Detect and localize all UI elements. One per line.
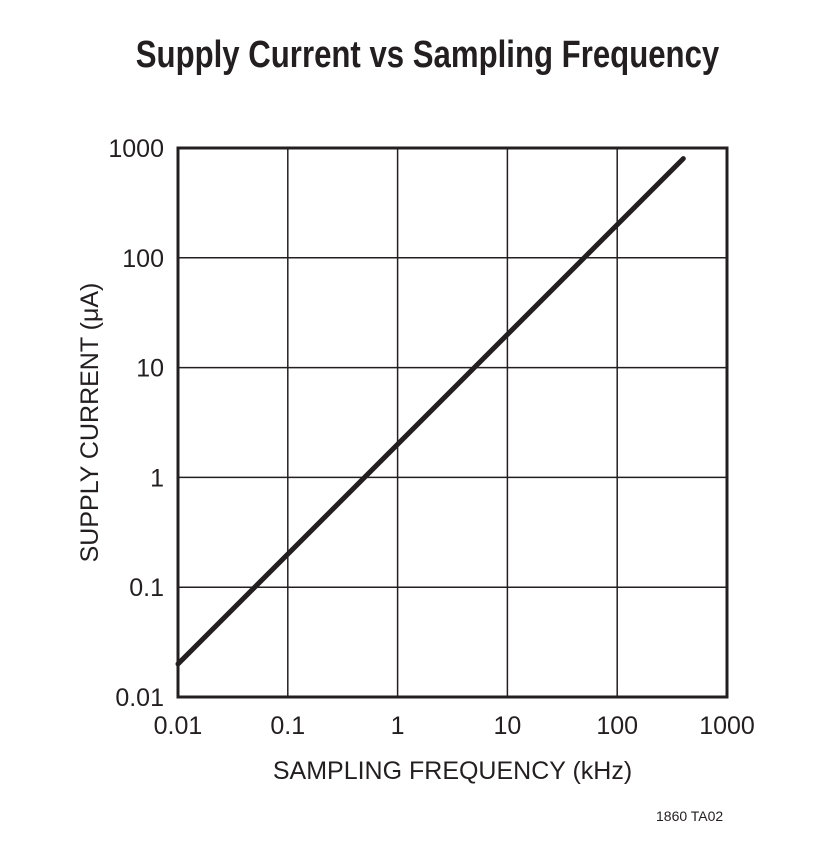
figure-id: 1860 TA02 xyxy=(656,808,724,824)
series-line xyxy=(175,156,686,667)
y-tick-label: 1 xyxy=(150,464,164,492)
x-axis-label: SAMPLING FREQUENCY (kHz) xyxy=(273,757,632,785)
y-tick-label: 10 xyxy=(136,355,164,383)
plot-frame xyxy=(176,146,729,699)
y-axis-label: SUPPLY CURRENT (μA) xyxy=(76,283,104,563)
x-tick-label: 10 xyxy=(493,712,521,740)
x-tick-label: 1000 xyxy=(699,712,755,740)
y-tick-label: 0.01 xyxy=(115,684,164,712)
chart-title: Supply Current vs Sampling Frequency xyxy=(135,34,720,76)
y-tick-label: 0.1 xyxy=(129,574,164,602)
x-tick-label: 0.01 xyxy=(154,712,203,740)
x-tick-label: 100 xyxy=(596,712,638,740)
y-tick-label: 100 xyxy=(122,245,164,273)
y-tick-label: 1000 xyxy=(108,135,164,163)
x-tick-label: 0.1 xyxy=(270,712,305,740)
x-tick-label: 1 xyxy=(391,712,405,740)
